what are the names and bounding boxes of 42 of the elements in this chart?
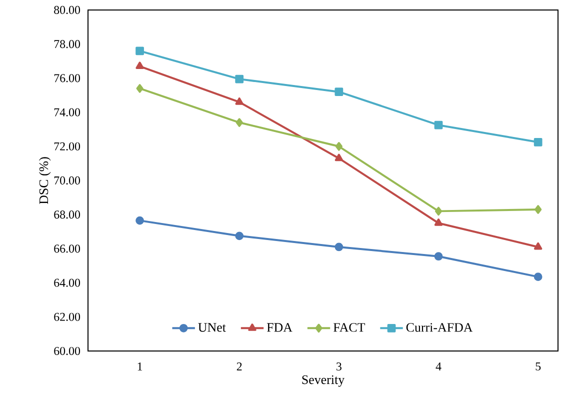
point: [136, 84, 144, 93]
x-tick-label: 5: [536, 362, 541, 370]
point: [235, 97, 244, 105]
y-tick-label: 66.00: [54, 244, 80, 253]
x-tick-label: 4: [436, 362, 442, 370]
y-axis-title: DSC (%): [39, 157, 51, 204]
x-tick-label: 2: [236, 362, 242, 370]
point: [136, 62, 144, 70]
point: [335, 142, 342, 151]
point: [236, 118, 243, 127]
point: [434, 252, 443, 261]
y-tick-label: 70.00: [54, 176, 80, 185]
y-tick-label: 60.00: [54, 346, 80, 356]
x-axis-title: Severity: [302, 375, 345, 387]
point: [434, 120, 443, 130]
y-tick-label: 68.00: [54, 210, 80, 219]
legend-label: FDA: [266, 323, 292, 332]
point: [136, 46, 144, 56]
point: [334, 88, 344, 96]
point: [434, 206, 442, 216]
point: [534, 205, 542, 214]
y-tick-label: 76.00: [54, 74, 80, 82]
y-tick-label: 78.00: [54, 40, 80, 48]
point: [534, 242, 542, 250]
point: [534, 272, 542, 282]
point: [235, 74, 244, 84]
x-tick-label: 3: [336, 362, 342, 371]
legend-label: UNet: [198, 323, 226, 332]
point: [136, 216, 144, 225]
point: [534, 138, 542, 146]
y-tick-label: 74.00: [54, 108, 80, 116]
point: [235, 232, 244, 240]
point: [434, 218, 443, 226]
point: [334, 154, 344, 162]
y-tick-label: 62.00: [54, 312, 80, 321]
point: [334, 242, 344, 252]
legend-label: Curri-AFDA: [406, 323, 473, 332]
y-tick-label: 64.00: [54, 278, 80, 287]
x-tick-label: 1: [138, 362, 142, 370]
y-tick-label: 80.00: [54, 6, 80, 14]
legend-label: FACT: [333, 323, 366, 332]
y-tick-label: 72.00: [54, 142, 80, 150]
